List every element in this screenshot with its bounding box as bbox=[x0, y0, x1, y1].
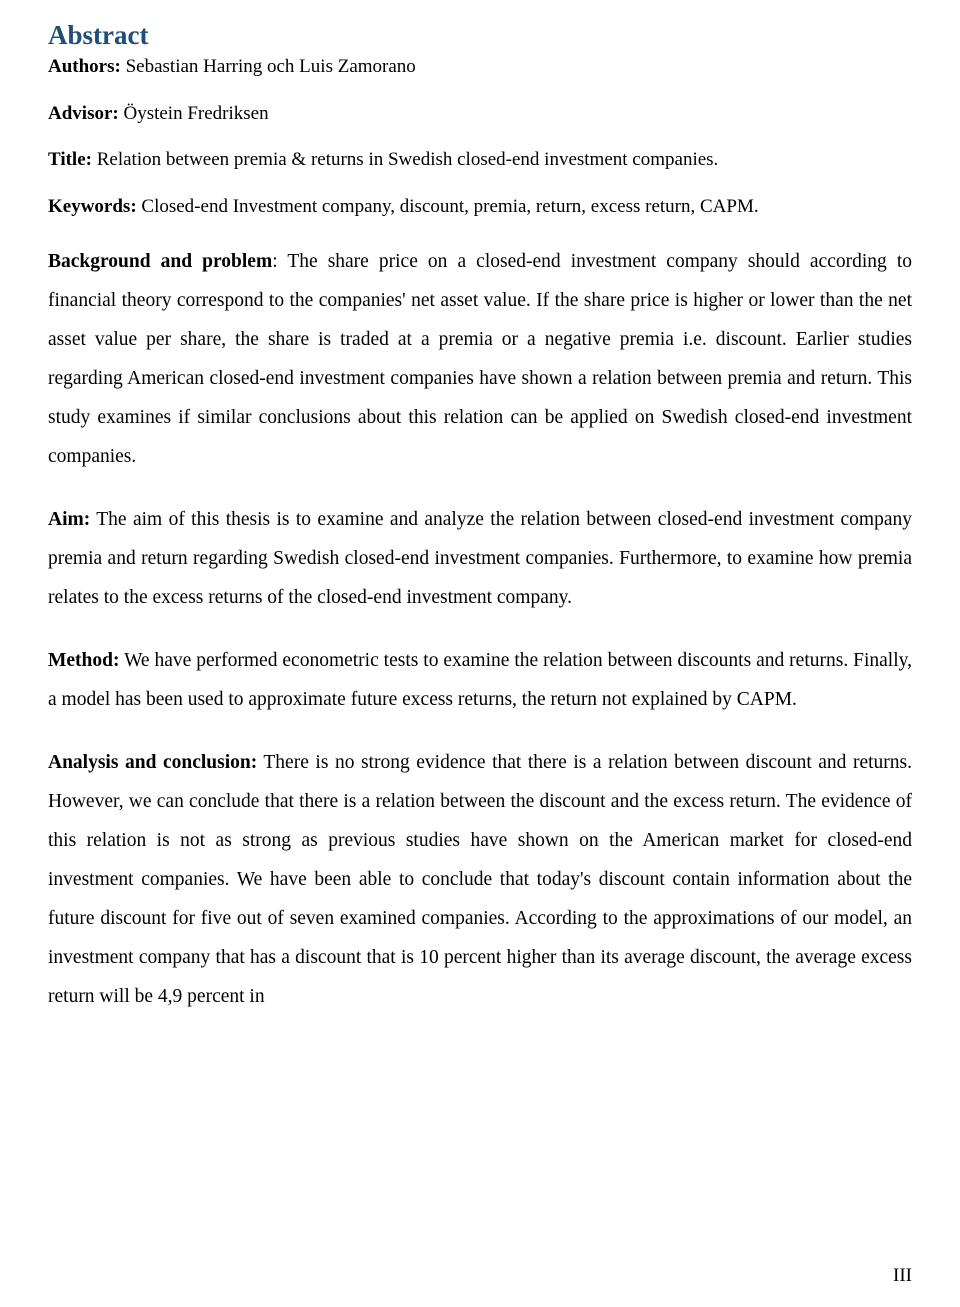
advisor-value: Öystein Fredriksen bbox=[119, 103, 269, 124]
aim-text: The aim of this thesis is to examine and… bbox=[48, 509, 912, 608]
analysis-paragraph: Analysis and conclusion: There is no str… bbox=[48, 743, 912, 1016]
keywords-label: Keywords: bbox=[48, 196, 137, 217]
method-text: We have performed econometric tests to e… bbox=[48, 650, 912, 710]
advisor-line: Advisor: Öystein Fredriksen bbox=[48, 102, 912, 127]
aim-paragraph: Aim: The aim of this thesis is to examin… bbox=[48, 500, 912, 617]
background-label: Background and problem bbox=[48, 251, 272, 272]
authors-line: Authors: Sebastian Harring och Luis Zamo… bbox=[48, 55, 912, 80]
authors-label: Authors: bbox=[48, 56, 121, 77]
background-paragraph: Background and problem: The share price … bbox=[48, 242, 912, 476]
keywords-value: Closed-end Investment company, discount,… bbox=[137, 196, 759, 217]
authors-block: Authors: Sebastian Harring och Luis Zamo… bbox=[48, 55, 912, 80]
keywords-line: Keywords: Closed-end Investment company,… bbox=[48, 195, 912, 220]
method-label: Method: bbox=[48, 650, 120, 671]
title-label: Title: bbox=[48, 149, 92, 170]
advisor-label: Advisor: bbox=[48, 103, 119, 124]
abstract-heading: Abstract bbox=[48, 20, 912, 51]
document-page: Abstract Authors: Sebastian Harring och … bbox=[0, 0, 960, 1307]
background-text: : The share price on a closed-end invest… bbox=[48, 251, 912, 467]
keywords-block: Keywords: Closed-end Investment company,… bbox=[48, 195, 912, 220]
title-line: Title: Relation between premia & returns… bbox=[48, 148, 912, 173]
aim-label: Aim: bbox=[48, 509, 90, 530]
advisor-block: Advisor: Öystein Fredriksen bbox=[48, 102, 912, 127]
page-number: III bbox=[893, 1265, 912, 1287]
analysis-label: Analysis and conclusion: bbox=[48, 752, 257, 773]
method-paragraph: Method: We have performed econometric te… bbox=[48, 641, 912, 719]
title-value: Relation between premia & returns in Swe… bbox=[92, 149, 718, 170]
analysis-text: There is no strong evidence that there i… bbox=[48, 752, 912, 1007]
authors-value: Sebastian Harring och Luis Zamorano bbox=[121, 56, 416, 77]
title-block: Title: Relation between premia & returns… bbox=[48, 148, 912, 173]
